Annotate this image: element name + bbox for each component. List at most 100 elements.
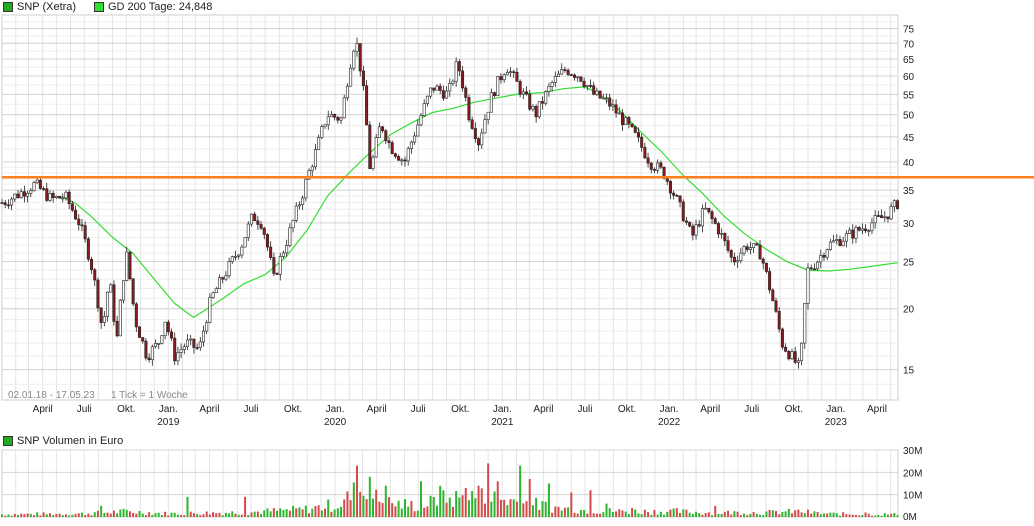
volume-bar (298, 507, 301, 517)
volume-bar (605, 503, 608, 517)
volume-bar (176, 514, 179, 517)
volume-bar (522, 503, 525, 517)
candle-body (48, 192, 52, 201)
candle-body (656, 162, 660, 171)
candle-body (301, 197, 305, 206)
candle-body (323, 124, 327, 127)
volume-bar (528, 479, 531, 517)
volume-bar (138, 511, 141, 517)
candle-body (125, 251, 129, 281)
volume-bar (388, 497, 391, 517)
volume-bar (372, 498, 375, 517)
x-month-tick-label: April (700, 404, 720, 415)
candle-body (176, 352, 180, 362)
candle-body (393, 153, 397, 157)
candle-body (774, 300, 778, 312)
volume-bar (806, 509, 809, 517)
candle-body (381, 126, 385, 132)
candle-body (848, 229, 852, 234)
candle-body (186, 339, 190, 347)
volume-bar (816, 512, 819, 517)
volume-bar (410, 501, 413, 517)
volume-bar (186, 496, 189, 517)
candle-body (729, 250, 733, 258)
volume-bar (16, 514, 19, 517)
candle-body (352, 50, 356, 69)
candle-body (141, 337, 145, 342)
candle-body (454, 61, 458, 82)
candle-body (876, 215, 880, 217)
volume-bar (883, 513, 886, 517)
candle-body (553, 76, 557, 83)
volume-bar (877, 514, 880, 517)
volume-bar (752, 511, 755, 517)
volume-bar (237, 514, 240, 517)
volume-bar (20, 513, 23, 517)
candle-body (889, 206, 893, 220)
volume-bar (519, 465, 522, 517)
candle-body (803, 303, 807, 344)
candle-body (304, 178, 308, 199)
candle-body (198, 341, 202, 348)
candle-body (748, 247, 752, 250)
volume-bar (10, 515, 13, 517)
volume-bar (135, 513, 138, 517)
candle-body (214, 288, 218, 294)
volume-bar (157, 512, 160, 517)
volume-bar (109, 513, 112, 517)
candle-body (838, 239, 842, 246)
volume-bar (96, 510, 99, 517)
candle-body (796, 360, 800, 363)
candle-body (832, 240, 836, 243)
volume-bar (483, 503, 486, 517)
candle-body (537, 101, 541, 118)
volume-bar (375, 489, 378, 517)
volume-bar (36, 512, 39, 517)
candle-body (77, 218, 81, 226)
volume-bar (525, 501, 528, 517)
volume-bar (314, 506, 317, 517)
candle-body (825, 249, 829, 258)
price-series-label: SNP (Xetra) (17, 1, 77, 13)
x-month-tick-label: April (199, 404, 219, 415)
volume-bar (563, 507, 566, 517)
volume-bar (288, 510, 291, 517)
volume-bar (42, 512, 45, 517)
volume-bar (23, 514, 26, 517)
candle-body (10, 198, 14, 206)
volume-bar (848, 514, 851, 517)
candle-body (368, 124, 372, 170)
volume-bar (615, 511, 618, 517)
candle-body (541, 101, 545, 104)
volume-bar (295, 508, 298, 517)
candle-body (764, 262, 768, 272)
volume-bar (384, 485, 387, 517)
ma-legend-entry: GD 200 Tage: 24,848 (94, 1, 212, 13)
candle-body (595, 90, 599, 95)
volume-bar (663, 514, 666, 517)
volume-bar (272, 508, 275, 517)
volume-bar (880, 515, 883, 517)
candle-body (86, 238, 90, 260)
candle-body (758, 244, 762, 260)
volume-bar (32, 515, 35, 517)
volume-bar (736, 511, 739, 517)
volume-bar (714, 505, 717, 517)
candle-body (99, 307, 103, 323)
volume-bar (707, 512, 710, 517)
price-plot-area (1, 14, 899, 401)
candle-body (26, 193, 30, 197)
volume-bar (64, 514, 67, 517)
volume-bar (285, 509, 288, 517)
candle-body (812, 268, 816, 271)
price-legend-entry: SNP (Xetra) (3, 1, 76, 13)
candle-body (720, 232, 724, 235)
candle-body (403, 159, 407, 162)
volume-y-tick-label: 30M (903, 446, 922, 457)
price-y-tick-label: 50 (903, 111, 915, 122)
candle-body (22, 191, 26, 197)
volume-bar (618, 509, 621, 517)
candle-body (566, 70, 570, 75)
price-y-tick-label: 15 (903, 366, 915, 377)
volume-bar (826, 513, 829, 517)
